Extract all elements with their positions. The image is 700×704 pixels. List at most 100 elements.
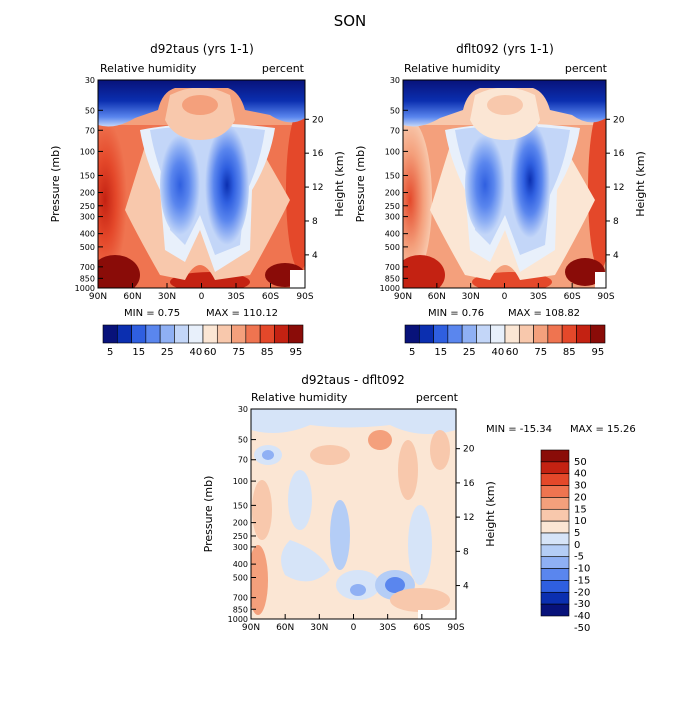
panel-c-min-label: MIN = -15.34 [486,424,552,435]
x-tick-label: 30S [379,623,396,633]
colorbar-label: 15 [132,347,145,358]
panel-b-subtitle-left: Relative humidity [404,62,501,75]
colorbar-swatch [145,324,161,344]
panel-c-subtitle-right: percent [416,391,459,404]
colorbar-swatch [533,324,549,344]
colorbar-swatch [540,603,570,617]
colorbar-swatch [274,324,290,344]
panel-a-field [98,80,305,288]
panel-c-title: d92taus - dflt092 [301,373,405,387]
colorbar-label: 0 [574,540,580,551]
x-tick-label: 60S [564,292,581,302]
panel-a-max-label: MAX = 110.12 [206,308,278,319]
colorbar-swatch [216,324,232,344]
panel-c-max-label: MAX = 15.26 [570,424,636,435]
y-right-tick-label: 20 [463,445,475,455]
y-tick-label: 150 [233,501,248,510]
colorbar-label: -30 [574,599,590,610]
colorbar-swatch [540,580,570,593]
y-tick-label: 700 [385,263,400,272]
colorbar-swatch [561,324,577,344]
y-tick-label: 300 [80,213,95,222]
y-right-axis-label: Height (km) [484,481,497,547]
y-right-tick-label: 4 [463,582,469,592]
colorbar-swatch [576,324,592,344]
y-right-tick-label: 12 [613,183,624,193]
x-tick-label: 30N [158,292,176,302]
colorbar-swatch [288,324,304,344]
colorbar-swatch [540,508,570,522]
y-tick-label: 300 [233,543,248,552]
y-tick-label: 400 [385,230,400,239]
colorbar-swatch [102,324,118,344]
colorbar-swatch [540,473,570,486]
colorbar-label: 40 [491,347,504,358]
y-tick-label: 200 [80,189,95,198]
y-tick-label: 500 [80,243,95,252]
x-tick-label: 60S [262,292,279,302]
colorbar-swatch [116,324,132,344]
y-tick-label: 500 [233,573,248,582]
x-tick-label: 90N [242,623,260,633]
colorbar-swatch [433,324,449,344]
y-tick-label: 1000 [228,615,248,624]
colorbar-label: 15 [434,347,447,358]
colorbar-swatch [259,324,275,344]
colorbar-label: 25 [161,347,174,358]
panel-c-field [251,409,456,619]
colorbar-swatch [540,568,570,581]
colorbar-label: 40 [574,469,587,480]
y-axis-label: Pressure (mb) [354,146,367,223]
panel-a: d92taus (yrs 1-1) Relative humidity perc… [49,42,346,358]
colorbar-label: 85 [563,347,576,358]
x-tick-label: 90N [394,292,412,302]
colorbar-label: 95 [289,347,302,358]
x-tick-label: 90S [597,292,614,302]
colorbar-swatch [476,324,492,344]
colorbar-label: 75 [534,347,547,358]
x-tick-label: 60S [413,623,430,633]
y-tick-label: 700 [80,263,95,272]
y-tick-label: 150 [80,171,95,180]
panel-b: dflt092 (yrs 1-1) Relative humidity perc… [354,42,647,358]
y-tick-label: 100 [80,147,95,156]
colorbar-swatch [404,324,420,344]
panel-a-title: d92taus (yrs 1-1) [150,42,254,56]
colorbar-label: -40 [574,611,590,622]
colorbar-swatch [504,324,520,344]
x-tick-label: 30S [530,292,547,302]
x-tick-label: 30N [310,623,328,633]
panel-c-subtitle-left: Relative humidity [251,391,348,404]
panel-b-field [403,80,606,288]
x-tick-label: 60N [428,292,446,302]
panel-b-title: dflt092 (yrs 1-1) [456,42,554,56]
colorbar-label: 15 [574,504,587,515]
colorbar-swatch [540,497,570,510]
y-tick-label: 250 [385,202,400,211]
y-right-tick-label: 20 [312,115,324,125]
colorbar-swatch [174,324,190,344]
x-tick-label: 90N [89,292,107,302]
y-tick-label: 500 [385,243,400,252]
colorbar-label: 60 [204,347,217,358]
colorbar-swatch [590,324,606,344]
colorbar-label: 60 [506,347,519,358]
x-tick-label: 30N [462,292,480,302]
y-tick-label: 30 [85,76,95,85]
y-right-tick-label: 20 [613,115,625,125]
y-tick-label: 50 [238,436,248,445]
colorbar-label: -20 [574,587,590,598]
page-title: SON [334,12,367,30]
panel-b-min-label: MIN = 0.76 [428,308,484,319]
y-right-tick-label: 8 [613,217,619,227]
panel-c: d92taus - dflt092 Relative humidity perc… [202,373,636,634]
colorbar-swatch [447,324,463,344]
y-right-tick-label: 16 [613,149,625,159]
colorbar-label: -50 [574,623,590,634]
x-tick-label: 90S [296,292,313,302]
colorbar-swatch [490,324,506,344]
panel-a-min-label: MIN = 0.75 [124,308,180,319]
y-tick-label: 850 [233,605,248,614]
